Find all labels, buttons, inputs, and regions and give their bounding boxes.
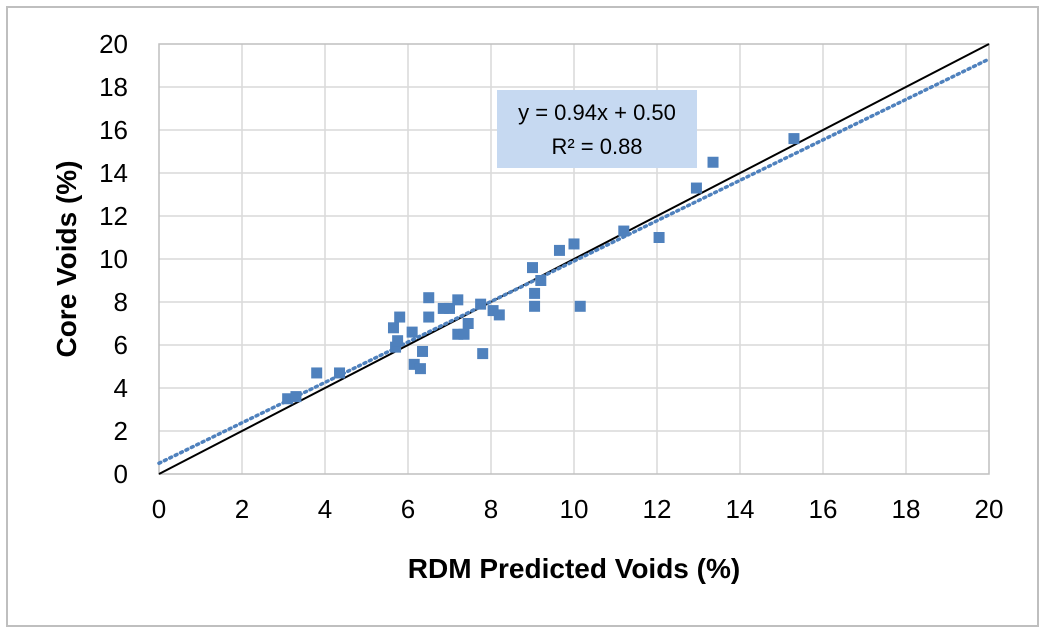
data-point bbox=[618, 225, 630, 237]
data-point bbox=[535, 275, 547, 286]
data-point bbox=[452, 294, 464, 306]
y-axis-title: Core Voids (%) bbox=[51, 160, 82, 357]
data-point bbox=[394, 311, 406, 323]
x-tick-label: 8 bbox=[484, 494, 498, 524]
data-point bbox=[406, 326, 418, 338]
y-tick-label: 10 bbox=[99, 244, 128, 274]
data-point bbox=[444, 302, 455, 314]
y-tick-label: 6 bbox=[114, 330, 128, 360]
equality-line bbox=[158, 43, 990, 475]
equation-box-background bbox=[497, 90, 697, 168]
x-axis-title: RDM Predicted Voids (%) bbox=[408, 553, 740, 584]
x-tick-label: 0 bbox=[152, 494, 166, 524]
x-tick-label: 14 bbox=[726, 494, 755, 524]
data-point bbox=[529, 287, 541, 299]
data-point bbox=[334, 367, 346, 379]
data-point bbox=[653, 232, 665, 243]
x-tick-label: 2 bbox=[235, 494, 249, 524]
y-tick-label: 2 bbox=[114, 416, 128, 446]
data-point bbox=[487, 305, 499, 317]
data-point bbox=[574, 300, 586, 312]
data-point bbox=[527, 262, 538, 274]
gridlines bbox=[159, 44, 989, 474]
data-point bbox=[390, 341, 402, 353]
x-tick-label: 4 bbox=[318, 494, 332, 524]
plot-area-frame bbox=[158, 43, 990, 475]
data-point bbox=[568, 238, 580, 250]
trendline bbox=[157, 57, 991, 465]
data-point bbox=[392, 335, 404, 347]
y-tick-label: 0 bbox=[114, 459, 128, 489]
y-tick-label: 4 bbox=[114, 373, 128, 403]
data-point bbox=[462, 318, 474, 329]
data-point bbox=[493, 309, 505, 321]
data-point bbox=[290, 391, 302, 403]
x-tick-label: 10 bbox=[560, 494, 589, 524]
tick-labels: 0 2 4 6 8 10 12 14 16 18 20 0 2 4 6 8 10 12 14 16 18 20 bbox=[99, 29, 1003, 524]
x-tick-label: 18 bbox=[892, 494, 921, 524]
x-tick-label: 20 bbox=[975, 494, 1004, 524]
data-point bbox=[788, 133, 800, 145]
x-tick-label: 6 bbox=[401, 494, 415, 524]
data-point bbox=[553, 244, 565, 256]
data-point bbox=[387, 322, 399, 334]
y-tick-label: 16 bbox=[99, 115, 128, 145]
data-points bbox=[282, 133, 800, 405]
r-squared-text: R² = 0.88 bbox=[551, 134, 642, 159]
data-point bbox=[690, 182, 702, 194]
x-tick-label: 16 bbox=[809, 494, 838, 524]
y-tick-label: 8 bbox=[114, 287, 128, 317]
data-point bbox=[452, 328, 464, 340]
data-point bbox=[475, 298, 487, 310]
data-point bbox=[458, 328, 470, 340]
data-point bbox=[423, 292, 435, 304]
y-tick-label: 12 bbox=[99, 201, 128, 231]
data-point bbox=[417, 345, 429, 357]
y-tick-label: 20 bbox=[99, 29, 128, 59]
data-point bbox=[477, 348, 489, 360]
data-point bbox=[423, 311, 435, 323]
y-tick-label: 14 bbox=[99, 158, 128, 188]
x-tick-label: 12 bbox=[643, 494, 672, 524]
data-point bbox=[437, 302, 449, 314]
data-point bbox=[707, 156, 719, 168]
equation-box: y = 0.94x + 0.50 R² = 0.88 bbox=[497, 90, 697, 168]
reference-lines bbox=[157, 43, 991, 475]
y-tick-label: 18 bbox=[99, 72, 128, 102]
data-point bbox=[311, 367, 323, 379]
data-point bbox=[282, 393, 294, 405]
data-point bbox=[414, 363, 426, 375]
equation-text: y = 0.94x + 0.50 bbox=[518, 100, 676, 125]
data-point bbox=[408, 358, 420, 370]
data-point bbox=[529, 300, 541, 312]
